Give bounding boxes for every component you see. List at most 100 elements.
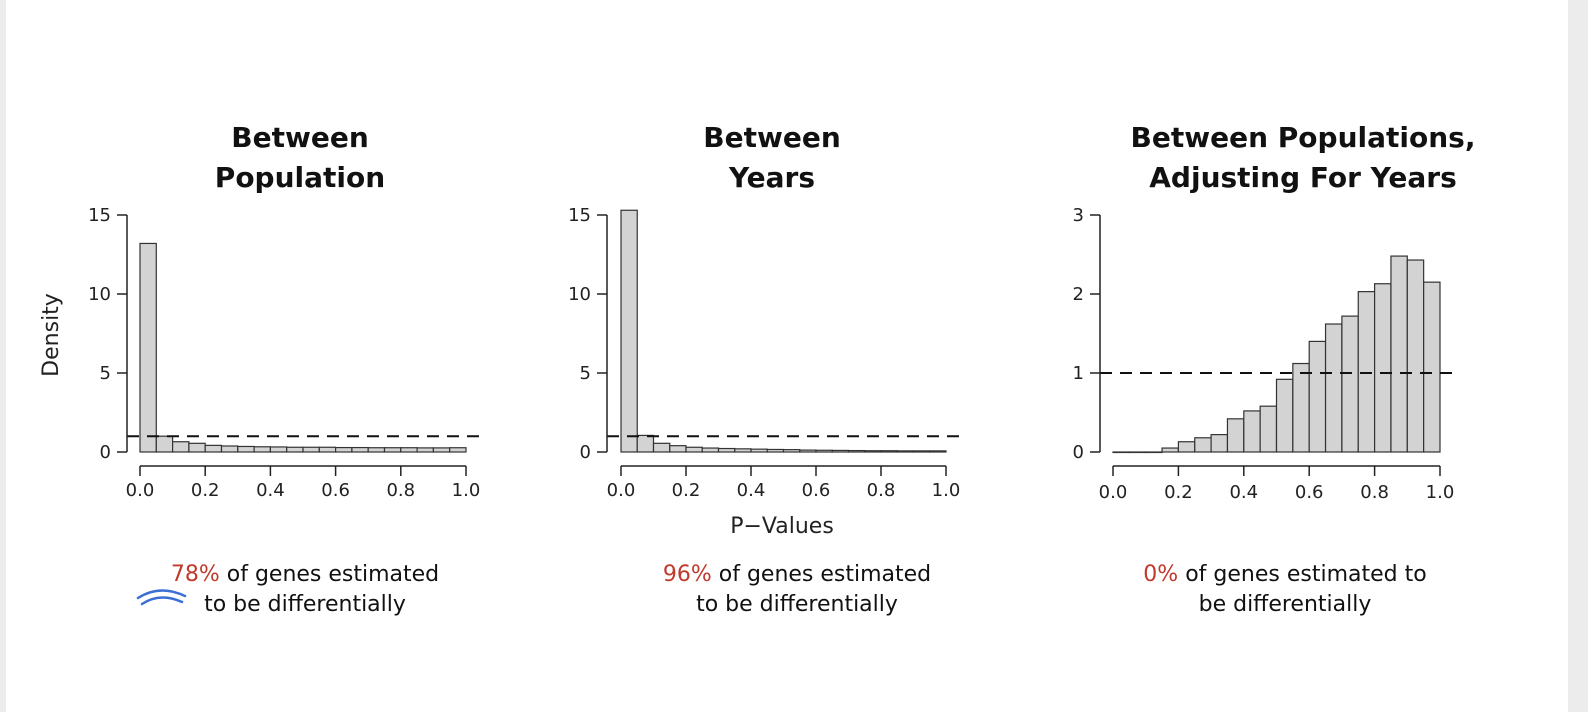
panel-3-title: Between Populations, Adjusting For Years (1060, 118, 1546, 198)
histogram-bar (1161, 447, 1180, 453)
histogram-bar (880, 450, 898, 453)
histogram-bar (929, 450, 947, 453)
panel-1-caption-line1: 78% of genes estimated (120, 560, 490, 590)
histogram-bar (269, 446, 288, 453)
histogram-bar (636, 434, 655, 453)
histogram-bar (912, 450, 931, 453)
x-tick-label: 0.8 (386, 480, 415, 501)
x-tick-label: 0.4 (1229, 482, 1258, 503)
x-tick-label: 0.0 (1099, 482, 1128, 503)
histogram-between-years: 0 5 10 15 0.0 0.2 0.4 0.6 0.8 1.0 (568, 205, 960, 501)
histogram-bar (318, 446, 337, 453)
histogram-bar (400, 447, 418, 453)
x-tick-label: 0.2 (672, 480, 701, 501)
histogram-bar (815, 449, 833, 453)
histogram-bar (1226, 418, 1245, 453)
x-tick-label: 1.0 (452, 480, 481, 501)
panel-3-title-line1: Between Populations, (1130, 121, 1476, 154)
x-tick-label: 0.2 (1164, 482, 1193, 503)
y-tick-label: 0 (580, 442, 591, 463)
panel-2-caption-line2: to be differentially (696, 592, 898, 617)
histogram-bar (701, 447, 720, 453)
x-tick-label: 0.4 (737, 480, 766, 501)
histogram-bar (220, 445, 239, 453)
y-tick-label: 0 (100, 442, 111, 463)
x-tick-label: 0.6 (802, 480, 831, 501)
histogram-bar (1324, 323, 1343, 453)
histogram-bar (766, 448, 785, 453)
y-axis-label: Density (39, 293, 64, 377)
histogram-bar (383, 447, 402, 453)
histogram-bar (237, 445, 255, 453)
histogram-bar (1406, 259, 1425, 453)
histogram-bar (449, 447, 467, 453)
y-tick-label: 3 (1073, 205, 1084, 226)
histogram-bar (139, 242, 157, 453)
y-tick-label: 5 (100, 363, 111, 384)
histogram-bar (172, 441, 190, 453)
panel-3-caption-text: of genes estimated to (1178, 562, 1427, 587)
histogram-bar (416, 447, 435, 453)
y-tick-label: 2 (1073, 284, 1084, 305)
panel-3-caption-line2: be differentially (1198, 592, 1372, 617)
histogram-bar (864, 450, 882, 453)
window-edge-left (0, 0, 6, 712)
panel-1-caption-text: of genes estimated (219, 562, 440, 587)
histogram-bar (335, 446, 353, 453)
histogram-bar (847, 449, 866, 453)
panel-1-title-line1: Between (231, 121, 369, 154)
x-tick-label: 0.0 (126, 480, 155, 501)
histogram-bar (1357, 291, 1376, 453)
panel-3-caption-line1: 0% of genes estimated to (1100, 560, 1470, 590)
histogram-bar (1145, 451, 1163, 454)
panel-2-caption-percent: 96% (662, 562, 712, 587)
histogram-bar (253, 446, 272, 453)
histogram-bar (831, 449, 850, 453)
panel-2-title: Between Years (622, 118, 922, 198)
x-tick-label: 1.0 (1426, 482, 1455, 503)
histogram-bar (734, 448, 752, 453)
x-axis-label: P−Values (730, 514, 834, 539)
x-tick-label: 1.0 (932, 480, 961, 501)
y-tick-label: 15 (568, 205, 591, 226)
histogram-between-population: 0 5 10 15 0.0 0.2 0.4 0.6 0.8 1.0 (88, 205, 480, 501)
histogram-bar (799, 449, 817, 453)
panel-2-caption-text: of genes estimated (711, 562, 932, 587)
panel-2-title-line2: Years (728, 161, 816, 194)
histogram-bar (351, 446, 369, 453)
histogram-bar (188, 442, 206, 453)
histogram-bar (652, 442, 671, 453)
panel-2-caption-line1: 96% of genes estimated (612, 560, 982, 590)
y-tick-label: 1 (1073, 363, 1084, 384)
histogram-bar (1259, 405, 1278, 453)
x-tick-label: 0.6 (321, 480, 350, 501)
histogram-bar (1177, 441, 1196, 453)
x-tick-label: 0.6 (1295, 482, 1324, 503)
panel-3-title-line2: Adjusting For Years (1149, 161, 1457, 194)
panel-1-title-line2: Population (214, 161, 386, 194)
histogram-bar (286, 446, 304, 453)
x-tick-label: 0.0 (607, 480, 636, 501)
histogram-bar (204, 444, 223, 453)
histogram-bar (1194, 437, 1212, 453)
panel-1-title: Between Population (150, 118, 450, 198)
histogram-bar (1390, 255, 1408, 453)
histogram-bar (1275, 378, 1294, 453)
histogram-bar (432, 447, 451, 453)
histogram-bar (1243, 410, 1261, 453)
histogram-bar (669, 445, 687, 453)
x-tick-label: 0.8 (1360, 482, 1389, 503)
histogram-bar (1112, 451, 1130, 454)
panel-2-title-line1: Between (703, 121, 841, 154)
histogram-bar (782, 449, 801, 453)
histogram-bar (1292, 362, 1310, 453)
histogram-bar (717, 447, 736, 453)
panel-1-caption-percent: 78% (170, 562, 220, 587)
histogram-bar (302, 446, 320, 453)
panel-1-caption: 78% of genes estimated to be differentia… (120, 560, 490, 620)
histogram-bar (1210, 434, 1229, 453)
y-tick-label: 0 (1073, 442, 1084, 463)
window-edge-right (1568, 0, 1588, 712)
x-tick-label: 0.8 (867, 480, 896, 501)
y-tick-label: 10 (568, 284, 591, 305)
